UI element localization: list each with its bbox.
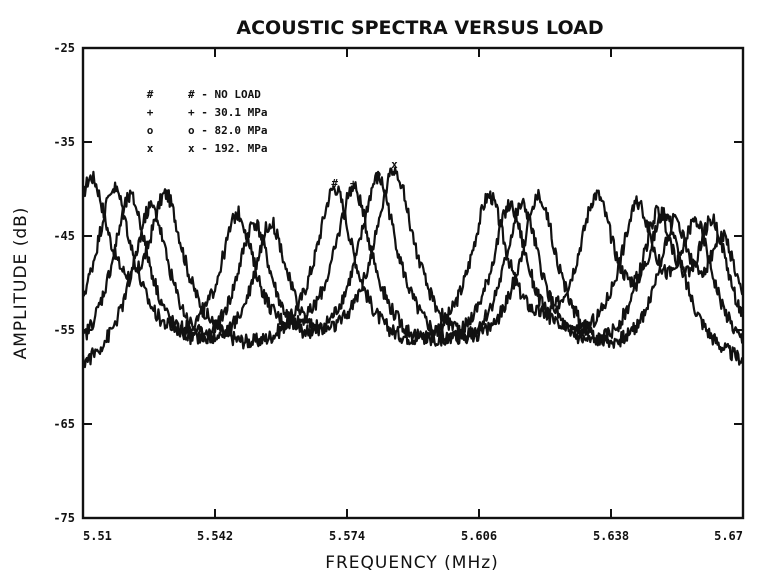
series-group: # + ox <box>81 158 745 369</box>
y-tick-label: -65 <box>53 417 75 431</box>
y-axis-label: AMPLITUDE (dB) <box>11 207 31 360</box>
legend-entry: # - NO LOAD <box>188 88 261 101</box>
series-line-2 <box>82 170 745 347</box>
legend-entry: o - 82.0 MPa <box>188 124 267 137</box>
legend-entry: x - 192. MPa <box>188 142 267 155</box>
y-tick-label: -45 <box>53 229 75 243</box>
series-line-0 <box>81 170 744 366</box>
legend-marker: + <box>147 106 154 119</box>
peak-marker-3: x <box>391 158 398 171</box>
x-tick-label: 5.542 <box>197 529 233 543</box>
peak-marker-0: # <box>331 177 338 190</box>
legend-marker: o <box>147 124 154 137</box>
plot-frame <box>81 46 745 520</box>
x-tick-label: 5.51 <box>83 529 112 543</box>
x-tick-label: 5.638 <box>593 529 629 543</box>
y-tick-label: -25 <box>53 41 75 55</box>
legend-marker: # <box>147 88 154 101</box>
legend-entry: + - 30.1 MPa <box>188 106 267 119</box>
y-tick-label: -75 <box>53 511 75 525</box>
y-tick-label: -55 <box>53 323 75 337</box>
x-tick-label: 5.67 <box>714 529 743 543</box>
x-tick-label: 5.606 <box>461 529 497 543</box>
series-line-3 <box>81 166 744 369</box>
axis-ticks: 5.51 5.542 5.574 5.606 5.638 5.67 -25 -35 -45 -55… <box>53 41 744 543</box>
legend-marker: x <box>147 142 154 155</box>
peak-marker-1: + <box>350 177 357 190</box>
legend: # # - NO LOAD + + - 30.1 MPa o o - 82.0 MPa x x… <box>147 88 268 155</box>
x-axis-label: FREQUENCY (MHz) <box>325 553 499 573</box>
y-tick-label: -35 <box>53 135 75 149</box>
peak-marker-2: o <box>375 168 382 181</box>
chart-title: ACOUSTIC SPECTRA VERSUS LOAD <box>236 17 603 39</box>
x-tick-label: 5.574 <box>329 529 365 543</box>
